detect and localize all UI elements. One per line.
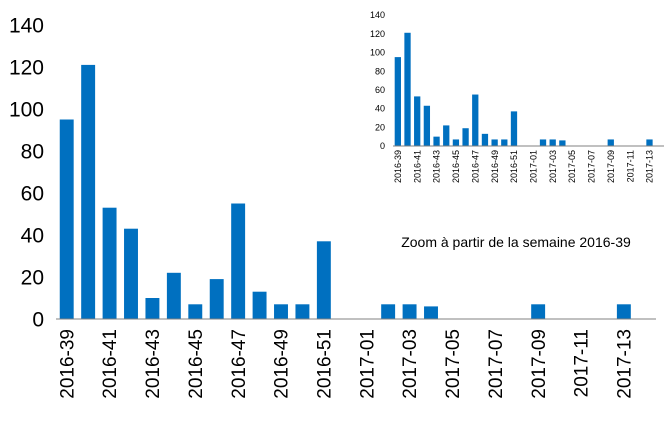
main-x-tick-label: 2016-47 bbox=[229, 329, 250, 399]
inset-y-tick-label: 0 bbox=[380, 141, 385, 151]
inset-x-tick-label: 2017-09 bbox=[606, 150, 616, 183]
inset-x-tick-label: 2016-43 bbox=[432, 150, 442, 183]
inset-bar bbox=[607, 139, 614, 146]
main-y-tick-label: 60 bbox=[21, 182, 44, 205]
main-y-tick-label: 20 bbox=[21, 266, 44, 289]
main-bar bbox=[59, 119, 74, 319]
inset-bar bbox=[433, 136, 440, 146]
inset-bar bbox=[452, 139, 460, 146]
main-y-tick-label: 40 bbox=[21, 224, 44, 247]
main-bar bbox=[381, 304, 396, 319]
inset-bar bbox=[394, 57, 401, 146]
inset-x-tick-label: 2016-39 bbox=[393, 150, 403, 183]
inset-bar bbox=[423, 105, 431, 146]
inset-chart-group: 0 20 40 60 80 100 120 140 2016-39 2016-41 2016-43 2… bbox=[370, 10, 664, 183]
inset-x-tick-label: 2016-51 bbox=[509, 150, 519, 183]
inset-x-tick-label: 2017-07 bbox=[587, 150, 597, 183]
main-x-tick-label: 2017-07 bbox=[486, 329, 507, 399]
inset-x-tick-label: 2017-03 bbox=[548, 150, 558, 183]
inset-x-tick-label: 2016-45 bbox=[451, 150, 461, 183]
main-y-tick-label: 80 bbox=[21, 140, 44, 163]
main-y-tick-label: 140 bbox=[9, 14, 44, 37]
main-y-tick-label: 100 bbox=[9, 98, 44, 121]
main-x-tick-label: 2016-41 bbox=[100, 329, 121, 399]
main-x-tick-label: 2017-01 bbox=[357, 329, 378, 399]
inset-bar bbox=[501, 139, 508, 146]
main-bar bbox=[124, 228, 138, 319]
main-bar bbox=[531, 304, 546, 319]
main-bar bbox=[145, 298, 160, 319]
inset-y-tick-label: 80 bbox=[375, 66, 385, 76]
inset-bar bbox=[549, 139, 556, 146]
inset-bar bbox=[559, 140, 566, 146]
inset-bar bbox=[539, 139, 547, 146]
main-x-tick-label: 2017-09 bbox=[529, 329, 550, 399]
inset-x-tick-label: 2016-41 bbox=[412, 150, 422, 183]
main-y-tick-label: 120 bbox=[9, 56, 44, 79]
main-bar bbox=[402, 304, 417, 319]
inset-bar bbox=[472, 94, 479, 146]
main-bar bbox=[424, 306, 438, 319]
main-x-tick-label: 2016-43 bbox=[143, 329, 164, 399]
main-bar bbox=[209, 279, 224, 319]
main-x-tick-label: 2016-49 bbox=[272, 329, 293, 399]
main-chart-group: 0 20 40 60 80 100 120 140 2016-39 2016-41 2016-43 2… bbox=[9, 14, 656, 399]
main-x-tick-label: 2016-39 bbox=[57, 329, 78, 399]
main-bar bbox=[252, 291, 267, 319]
main-bar bbox=[274, 304, 288, 319]
inset-x-tick-label: 2017-01 bbox=[528, 150, 538, 183]
inset-bar bbox=[462, 128, 469, 146]
inset-bar bbox=[646, 139, 653, 146]
main-bar bbox=[81, 64, 96, 320]
inset-chart-title: Zoom à partir de la semaine 2016-39 bbox=[401, 234, 631, 250]
inset-y-tick-label: 40 bbox=[375, 104, 385, 114]
inset-y-tick-label: 140 bbox=[370, 10, 385, 20]
inset-y-tick-label: 60 bbox=[375, 85, 385, 95]
main-x-tick-label: 2017-13 bbox=[615, 329, 636, 399]
inset-x-tick-label: 2016-49 bbox=[490, 150, 500, 183]
inset-x-tick-label: 2016-47 bbox=[470, 150, 480, 183]
inset-y-tick-label: 120 bbox=[370, 29, 385, 39]
main-bar bbox=[102, 207, 117, 319]
inset-y-tick-label: 100 bbox=[370, 48, 385, 58]
inset-x-tick-label: 2017-11 bbox=[625, 150, 635, 182]
main-x-tick-label: 2017-03 bbox=[400, 329, 421, 399]
main-bar bbox=[316, 241, 331, 319]
inset-x-tick-label: 2017-13 bbox=[645, 150, 655, 183]
main-bar bbox=[188, 304, 203, 319]
inset-bar bbox=[414, 96, 421, 146]
main-bar bbox=[295, 304, 310, 319]
inset-bar bbox=[481, 133, 489, 146]
main-y-tick-label: 0 bbox=[32, 308, 44, 331]
inset-bar bbox=[491, 139, 498, 146]
main-x-tick-label: 2017-11 bbox=[572, 329, 593, 397]
inset-bar bbox=[443, 125, 450, 146]
main-x-tick-label: 2017-05 bbox=[443, 329, 464, 399]
main-bar bbox=[231, 203, 246, 319]
inset-y-tick-label: 20 bbox=[375, 122, 385, 132]
main-bar bbox=[616, 304, 631, 319]
inset-bar bbox=[510, 111, 518, 146]
main-x-tick-label: 2016-51 bbox=[315, 329, 336, 399]
inset-x-tick-label: 2017-05 bbox=[567, 150, 577, 183]
main-bar bbox=[166, 272, 181, 319]
main-x-tick-label: 2016-45 bbox=[186, 329, 207, 399]
inset-bar bbox=[404, 32, 411, 146]
